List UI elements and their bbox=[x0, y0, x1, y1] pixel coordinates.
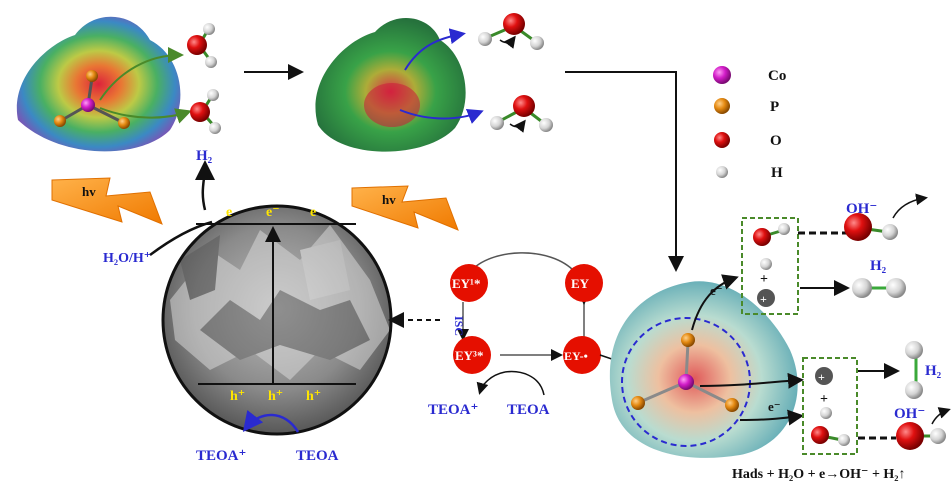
h2-molecule-vertical bbox=[905, 341, 923, 399]
p-legend-label: P bbox=[770, 99, 779, 115]
teoa-oxidation-arrow bbox=[242, 410, 300, 433]
water-molecule bbox=[187, 23, 217, 68]
electron-label: e bbox=[226, 205, 232, 220]
hv-label-middle: hv bbox=[382, 192, 396, 207]
water-molecule bbox=[490, 95, 553, 133]
p-atom bbox=[631, 396, 645, 410]
hydroxide-label-bottom: OH⁻ bbox=[894, 406, 925, 422]
co-legend-swatch bbox=[713, 66, 731, 84]
hydroxide-ion bbox=[896, 407, 951, 450]
plus-sign: + bbox=[760, 272, 768, 287]
p-atom bbox=[681, 333, 695, 347]
process-arrow bbox=[565, 71, 684, 272]
water-molecule bbox=[190, 89, 221, 134]
light-bolt-middle: hv bbox=[351, 185, 459, 231]
electron-path-arrow bbox=[739, 409, 804, 426]
electron-label: e⁻ bbox=[266, 205, 280, 220]
h-legend-swatch bbox=[716, 166, 728, 178]
co-atom bbox=[678, 374, 694, 390]
electron-top-label: e⁻ bbox=[710, 283, 723, 298]
h2-label-mid: H₂ bbox=[870, 258, 887, 274]
esp-surface-left bbox=[16, 16, 181, 152]
water-molecule bbox=[478, 13, 544, 50]
interaction-arrow bbox=[99, 107, 192, 124]
photocatalyst-sem-view: e e⁻ e h⁺ h⁺ h⁺ bbox=[161, 204, 393, 436]
plus-sign: + bbox=[820, 392, 828, 407]
h-legend-label: H bbox=[771, 165, 783, 181]
eosin-y-cycle: EY¹* EY EY³* EY-• ISC TEOA⁺ TEOA bbox=[428, 252, 603, 418]
ey1-node bbox=[450, 264, 488, 302]
p-legend-swatch bbox=[714, 98, 730, 114]
electron-label: e bbox=[310, 205, 316, 220]
electron-bottom-label: e⁻ bbox=[768, 399, 781, 414]
hole-label: h⁺ bbox=[230, 389, 245, 404]
ey-radical-label: EY-• bbox=[564, 349, 588, 363]
h2-product-label: H₂ bbox=[196, 148, 213, 164]
isc-label: ISC bbox=[452, 316, 466, 336]
hole-label: h⁺ bbox=[306, 389, 321, 404]
o-legend-label: O bbox=[770, 133, 782, 149]
dissociation-arrow bbox=[399, 109, 484, 124]
electron-path-arrow bbox=[691, 274, 739, 331]
hydroxide-label-top: OH⁻ bbox=[846, 201, 877, 217]
ey-teoa-label: TEOA bbox=[507, 402, 550, 418]
active-site-circle bbox=[621, 317, 751, 447]
ey3-node bbox=[453, 336, 491, 374]
p-atom bbox=[725, 398, 739, 412]
atom-legend: Co P O H bbox=[713, 66, 786, 181]
electron-path-arrow bbox=[699, 372, 804, 389]
dissociation-arrow bbox=[404, 28, 466, 71]
teoa-label: TEOA bbox=[296, 448, 339, 464]
p-atom bbox=[54, 115, 66, 127]
h2-molecule bbox=[852, 278, 906, 298]
ey1-label: EY¹* bbox=[452, 276, 480, 291]
teoa-plus-label: TEOA⁺ bbox=[196, 448, 246, 464]
plus-sign: + bbox=[818, 370, 825, 384]
o-legend-swatch bbox=[714, 132, 730, 148]
ey3-label: EY³* bbox=[455, 348, 483, 363]
h2-evolution-arrow bbox=[194, 160, 215, 211]
p-atom bbox=[118, 117, 130, 129]
interaction-arrow bbox=[99, 47, 184, 101]
hv-label-left: hv bbox=[82, 184, 96, 199]
ey-radical-node bbox=[563, 336, 601, 374]
plus-sign: + bbox=[760, 292, 767, 306]
co-legend-label: Co bbox=[768, 68, 786, 84]
proton-arrow bbox=[149, 220, 213, 257]
ey-label: EY bbox=[571, 276, 590, 291]
p-atom bbox=[86, 70, 98, 82]
adsorption-box-bottom: + + bbox=[802, 357, 858, 455]
ey-node bbox=[565, 264, 603, 302]
h2o-proton-label: H₂O/H⁺ bbox=[103, 251, 151, 266]
h2-label-right: H₂ bbox=[925, 363, 942, 379]
reaction-equation: Hads + H₂O + e→OH⁻ + H₂↑ bbox=[732, 467, 906, 482]
hole-label: h⁺ bbox=[268, 389, 283, 404]
co-p-catalyst-surface bbox=[609, 281, 798, 458]
ey-teoa-plus-label: TEOA⁺ bbox=[428, 402, 478, 418]
light-bolt-left: hv bbox=[51, 177, 163, 225]
hydroxide-ion bbox=[844, 193, 928, 241]
co-atom bbox=[81, 98, 95, 112]
adsorption-box-top: + + bbox=[741, 217, 799, 315]
